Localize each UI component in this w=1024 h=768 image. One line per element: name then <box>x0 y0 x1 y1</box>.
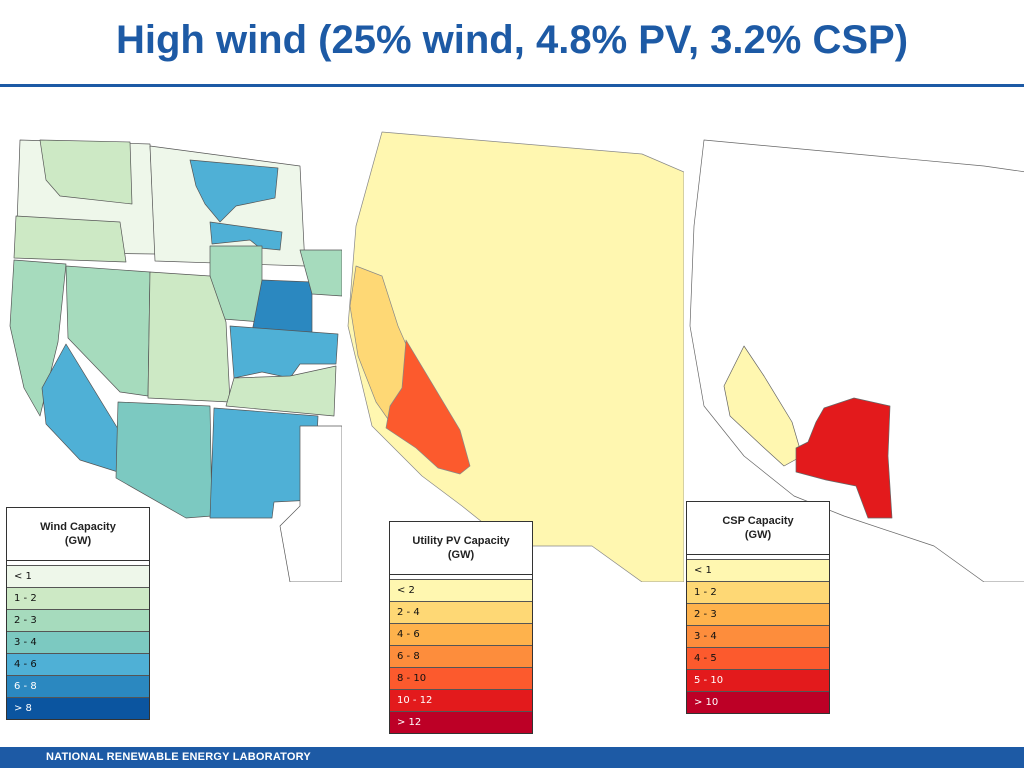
csp-legend-title-line1: CSP Capacity <box>722 515 794 527</box>
legend-bin: 2 - 3 <box>7 609 149 631</box>
pv-legend-title: Utility PV Capacity (GW) <box>390 522 532 575</box>
legend-bin: 4 - 5 <box>687 647 829 669</box>
region-plains-east <box>299 249 342 297</box>
legend-bin: > 10 <box>687 691 829 713</box>
legend-bin: 4 - 6 <box>390 623 532 645</box>
legend-bin: 10 - 12 <box>390 689 532 711</box>
region-west-base <box>689 139 1024 582</box>
csp-capacity-map <box>684 126 1024 582</box>
region-arizona-nevada-south <box>795 397 893 519</box>
region-kansas <box>225 365 337 417</box>
csp-legend-title: CSP Capacity (GW) <box>687 502 829 555</box>
utility-pv-capacity-map <box>342 126 684 582</box>
wind-legend-title-line2: (GW) <box>64 535 92 547</box>
wind-legend-title-line1: Wind Capacity <box>40 521 116 533</box>
legend-bin: 2 - 3 <box>687 603 829 625</box>
wind-capacity-map <box>0 126 342 582</box>
pv-map-svg <box>347 131 684 582</box>
region-california-north <box>9 259 67 417</box>
region-nevada <box>65 265 151 397</box>
legend-bin: 8 - 10 <box>390 667 532 689</box>
region-new-mexico <box>209 407 319 519</box>
legend-bin: > 8 <box>7 697 149 719</box>
legend-bin: 2 - 4 <box>390 601 532 623</box>
legend-bin: > 12 <box>390 711 532 733</box>
legend-bin: < 1 <box>687 559 829 581</box>
pv-legend-title-line1: Utility PV Capacity <box>412 535 510 547</box>
csp-legend-title-line2: (GW) <box>744 529 772 541</box>
legend-bin: 1 - 2 <box>687 581 829 603</box>
region-oregon <box>13 215 127 263</box>
region-washington-west <box>39 139 133 205</box>
pv-legend-title-line2: (GW) <box>447 549 475 561</box>
legend-bin: 3 - 4 <box>687 625 829 647</box>
region-montana-east <box>189 159 279 223</box>
region-nebraska-west <box>251 279 313 333</box>
region-colorado <box>229 325 339 379</box>
title-divider <box>0 84 1024 87</box>
footer-organization: NATIONAL RENEWABLE ENERGY LABORATORY <box>46 751 311 763</box>
legend-bin: 4 - 6 <box>7 653 149 675</box>
legend-bin: 3 - 4 <box>7 631 149 653</box>
region-california-south <box>723 345 803 467</box>
wind-legend-title: Wind Capacity (GW) <box>7 508 149 561</box>
legend-bin: < 2 <box>390 579 532 601</box>
region-california-southeast <box>385 339 471 475</box>
legend-bin: 5 - 10 <box>687 669 829 691</box>
csp-map-svg <box>689 139 1024 582</box>
wind-map-svg <box>9 139 342 582</box>
region-arizona <box>115 401 213 519</box>
legend-bin: < 1 <box>7 565 149 587</box>
region-texas-west <box>279 425 342 582</box>
footer-bar: NATIONAL RENEWABLE ENERGY LABORATORY <box>0 747 1024 768</box>
legend-bin: 6 - 8 <box>390 645 532 667</box>
legend-bin: 6 - 8 <box>7 675 149 697</box>
legend-bin: 1 - 2 <box>7 587 149 609</box>
slide-title: High wind (25% wind, 4.8% PV, 3.2% CSP) <box>115 18 909 62</box>
region-utah <box>147 271 231 403</box>
